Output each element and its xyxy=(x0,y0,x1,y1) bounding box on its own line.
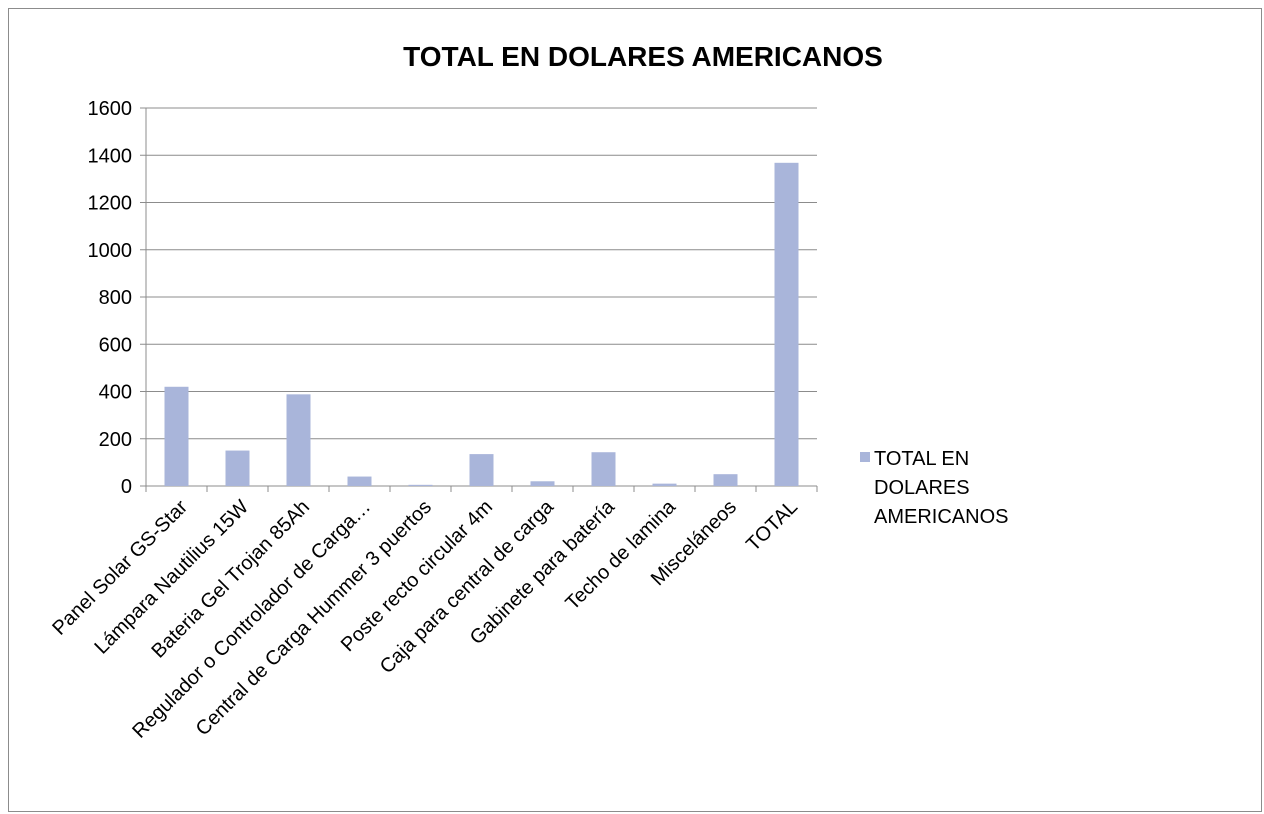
bar xyxy=(347,476,372,486)
legend-label-line-1: TOTAL EN xyxy=(874,448,969,470)
legend-swatch xyxy=(860,452,870,462)
x-tick-label: TOTAL xyxy=(742,496,802,556)
bar xyxy=(713,474,738,486)
legend: TOTAL EN DOLARES AMERICANOS xyxy=(860,448,1008,528)
chart-title: TOTAL EN DOLARES AMERICANOS xyxy=(403,41,883,72)
y-tick-label: 1600 xyxy=(88,98,133,120)
y-tick-label: 1200 xyxy=(88,193,133,215)
bar xyxy=(286,394,311,486)
bar xyxy=(408,484,433,486)
y-tick-label: 1000 xyxy=(88,240,133,262)
y-axis-ticks: 0 200 400 600 800 1000 1200 1400 1600 xyxy=(88,98,146,498)
y-tick-label: 400 xyxy=(99,382,132,404)
bar xyxy=(591,452,616,486)
legend-label-line-3: AMERICANOS xyxy=(874,506,1008,528)
bar xyxy=(469,454,494,486)
y-tick-label: 1400 xyxy=(88,145,133,167)
bar xyxy=(225,450,250,486)
bar xyxy=(774,162,799,486)
y-tick-label: 0 xyxy=(121,476,132,498)
legend-label: TOTAL EN DOLARES AMERICANOS xyxy=(874,448,1008,528)
bar xyxy=(164,386,189,486)
x-tick-label: Techo de lamina xyxy=(561,495,680,614)
y-tick-label: 200 xyxy=(99,429,132,451)
bar xyxy=(652,483,677,486)
gridlines xyxy=(146,107,817,440)
bars xyxy=(164,162,799,486)
chart-frame xyxy=(8,8,1262,812)
legend-label-line-2: DOLARES xyxy=(874,477,970,499)
y-tick-label: 800 xyxy=(99,287,132,309)
y-tick-label: 600 xyxy=(99,334,132,356)
bar xyxy=(530,481,555,486)
